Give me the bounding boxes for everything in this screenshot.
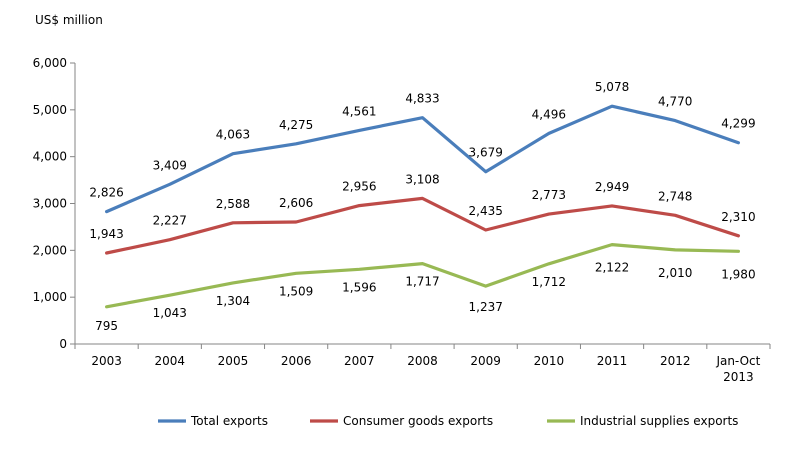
data-label: 2,310 [721, 210, 755, 224]
data-label: 2,773 [532, 188, 566, 202]
data-label: 2,826 [89, 186, 123, 200]
data-label: 795 [95, 319, 118, 333]
data-label: 3,409 [153, 158, 187, 172]
data-label: 3,679 [469, 146, 503, 160]
data-label: 1,943 [89, 227, 123, 241]
x-axis-ticks: 2003 2004 2005 2006 2007 2008 2009 2010 2011 2012… [74, 344, 771, 384]
y-axis-unit-label: US$ million [35, 13, 103, 27]
series-lines [104, 104, 741, 309]
data-label: 3,108 [405, 172, 439, 186]
data-label: 2,227 [153, 214, 187, 228]
data-label: 2,606 [279, 196, 313, 210]
series-line-1 [104, 196, 741, 255]
x-tick-label: 2003 [91, 354, 122, 368]
x-tick-label: 2007 [344, 354, 375, 368]
legend: Total exports Consumer goods exports Indus… [158, 414, 738, 428]
x-tick-label: 2004 [154, 354, 185, 368]
data-label: 4,275 [279, 118, 313, 132]
data-label: 2,010 [658, 266, 692, 280]
x-tick-label: 2010 [534, 354, 565, 368]
y-axis-ticks: 0 1,000 2,000 3,000 4,000 5,000 6,000 [33, 56, 75, 351]
x-tick-label: 2008 [407, 354, 438, 368]
y-tick-label: 6,000 [33, 56, 67, 70]
data-label: 4,770 [658, 95, 692, 109]
data-label: 1,043 [153, 306, 187, 320]
data-label: 2,588 [216, 197, 250, 211]
x-tick-label: 2011 [597, 354, 628, 368]
data-label: 1,596 [342, 280, 376, 294]
series-line-2 [104, 243, 741, 309]
data-label: 2,435 [469, 204, 503, 218]
legend-label-0: Total exports [190, 414, 268, 428]
data-label: 1,304 [216, 294, 250, 308]
x-tick-label: 2009 [470, 354, 501, 368]
x-tick-label: Jan-Oct 2013 [715, 354, 760, 384]
data-label: 4,063 [216, 128, 250, 142]
x-tick-label: 2006 [281, 354, 312, 368]
y-tick-label: 0 [59, 337, 67, 351]
data-label: 2,748 [658, 189, 692, 203]
data-labels: 2,826 3,409 4,063 4,275 4,561 4,833 3,679 4,496… [89, 80, 755, 333]
data-label: 4,833 [405, 92, 439, 106]
series-line-0 [104, 104, 741, 214]
y-tick-label: 1,000 [33, 290, 67, 304]
data-label: 4,561 [342, 104, 376, 118]
data-label: 1,237 [469, 300, 503, 314]
data-label: 4,299 [721, 117, 755, 131]
data-label: 1,712 [532, 275, 566, 289]
data-label: 2,956 [342, 180, 376, 194]
y-tick-label: 3,000 [33, 197, 67, 211]
data-label: 1,980 [721, 267, 755, 281]
x-tick-label: 2005 [218, 354, 249, 368]
data-label: 1,717 [405, 275, 439, 289]
x-tick-label: 2012 [660, 354, 691, 368]
y-tick-label: 4,000 [33, 150, 67, 164]
legend-label-1: Consumer goods exports [343, 414, 493, 428]
data-label: 4,496 [532, 107, 566, 121]
data-label: 1,509 [279, 284, 313, 298]
data-label: 2,122 [595, 261, 629, 275]
y-tick-label: 5,000 [33, 103, 67, 117]
data-label: 5,078 [595, 80, 629, 94]
data-label: 2,949 [595, 180, 629, 194]
y-tick-label: 2,000 [33, 243, 67, 257]
legend-label-2: Industrial supplies exports [580, 414, 738, 428]
